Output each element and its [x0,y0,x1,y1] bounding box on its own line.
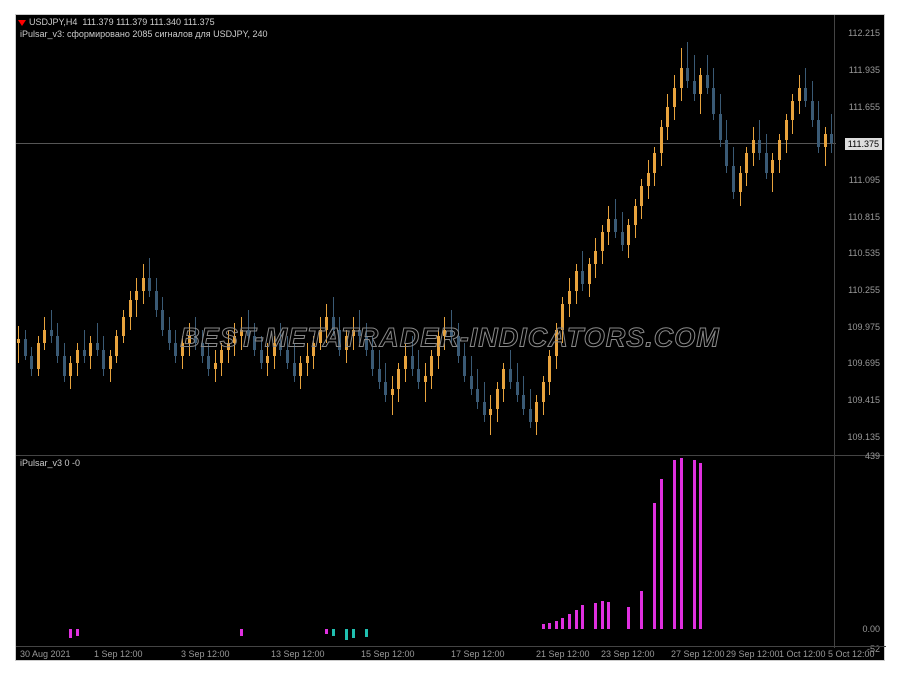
watermark: BEST-METATRADER-INDICATORS.COM [180,322,719,353]
symbol-label: USDJPY,H4 [29,17,77,27]
indicator-label: iPulsar_v3 0 -0 [20,458,80,468]
price-chart[interactable] [16,15,836,455]
chart-window[interactable]: USDJPY,H4 111.379 111.379 111.340 111.37… [15,14,885,661]
ohlc-label: 111.379 111.379 111.340 111.375 [82,17,214,27]
indicator-axis: 4390.00-52 [834,455,884,648]
current-price-label: 111.375 [845,138,882,150]
price-axis: 112.215111.935111.655111.375111.095110.8… [834,15,884,455]
indicator-info: iPulsar_v3: сформировано 2085 сигналов д… [20,29,268,39]
time-axis: 30 Aug 20211 Sep 12:003 Sep 12:0013 Sep … [16,646,886,660]
indicator-panel[interactable]: iPulsar_v3 0 -0 [16,455,836,648]
chart-header: USDJPY,H4 111.379 111.379 111.340 111.37… [16,15,215,29]
dropdown-arrow-icon[interactable] [18,18,27,27]
